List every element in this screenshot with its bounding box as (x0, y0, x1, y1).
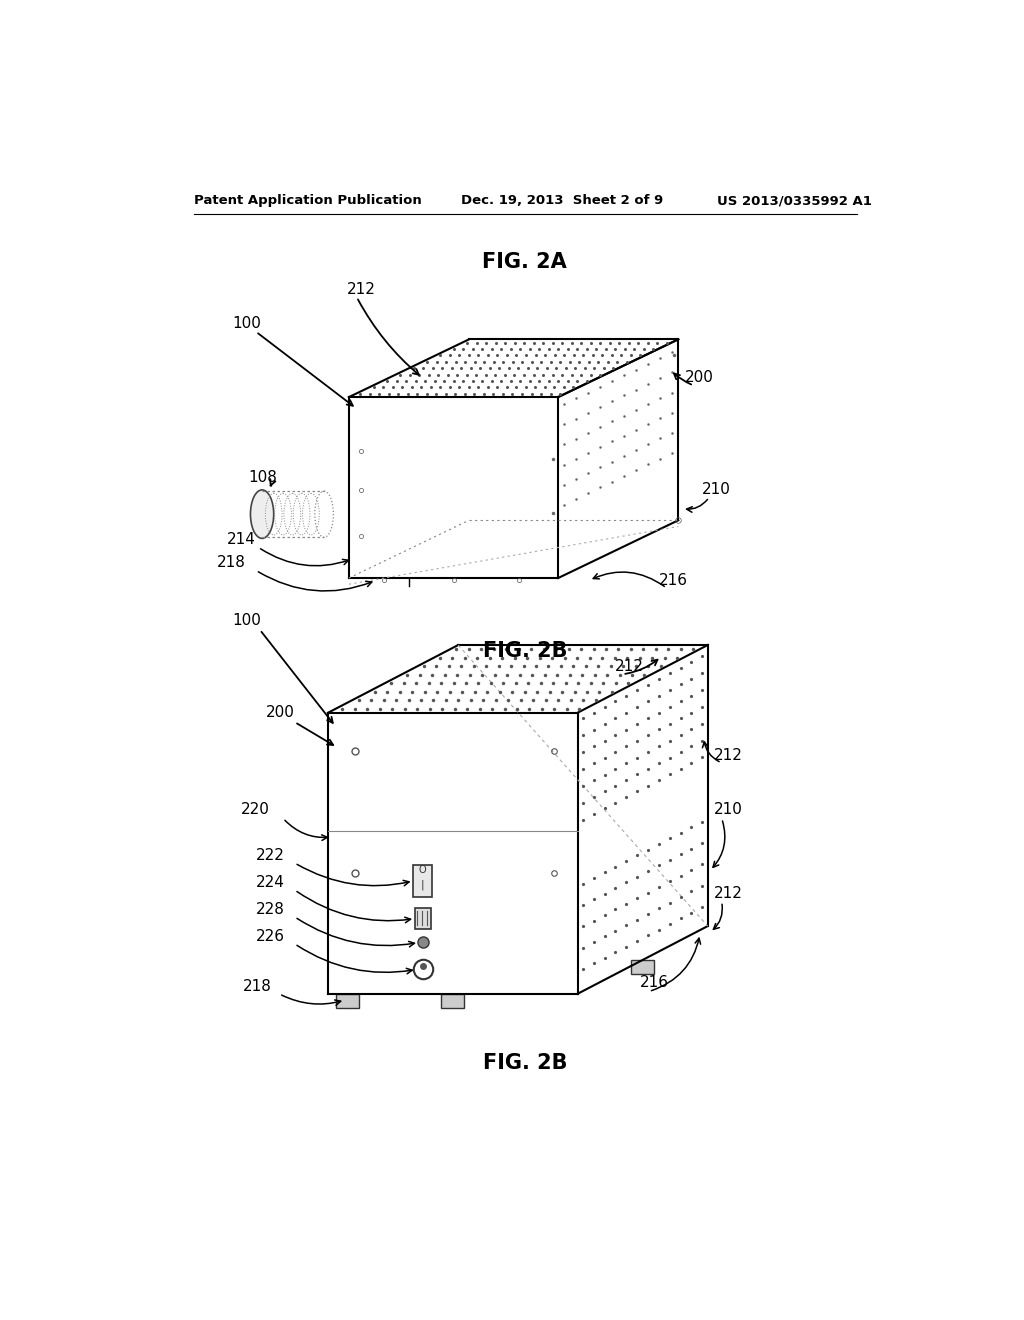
Text: FIG. 2B: FIG. 2B (482, 642, 567, 661)
Text: 214: 214 (227, 532, 256, 546)
Text: 220: 220 (241, 801, 269, 817)
Text: 212: 212 (614, 659, 643, 675)
Text: 100: 100 (232, 317, 261, 331)
Ellipse shape (251, 490, 273, 539)
Text: 226: 226 (256, 928, 285, 944)
Text: Patent Application Publication: Patent Application Publication (194, 194, 422, 207)
Text: 224: 224 (256, 875, 285, 890)
Text: FIG. 2A: FIG. 2A (482, 252, 567, 272)
Text: 222: 222 (256, 847, 285, 863)
Bar (336, 994, 359, 1007)
Text: 218: 218 (243, 978, 271, 994)
Text: 216: 216 (640, 974, 669, 990)
Text: FIG. 2B: FIG. 2B (482, 1053, 567, 1073)
FancyBboxPatch shape (414, 866, 432, 896)
Text: 100: 100 (232, 612, 261, 628)
Text: 216: 216 (658, 573, 688, 587)
Text: 212: 212 (347, 281, 376, 297)
Text: 228: 228 (256, 902, 285, 916)
Bar (415, 908, 430, 929)
Text: 212: 212 (714, 886, 742, 902)
Text: 200: 200 (684, 371, 714, 385)
Bar (631, 960, 654, 974)
Text: 218: 218 (217, 556, 246, 570)
Text: US 2013/0335992 A1: US 2013/0335992 A1 (717, 194, 871, 207)
Text: |: | (421, 879, 425, 890)
Text: 210: 210 (714, 801, 742, 817)
Text: 212: 212 (714, 747, 742, 763)
Text: 210: 210 (701, 482, 730, 498)
Bar (441, 994, 464, 1007)
Text: 108: 108 (248, 470, 278, 486)
Text: 200: 200 (266, 705, 295, 721)
Text: O: O (419, 865, 427, 875)
Text: Dec. 19, 2013  Sheet 2 of 9: Dec. 19, 2013 Sheet 2 of 9 (461, 194, 664, 207)
